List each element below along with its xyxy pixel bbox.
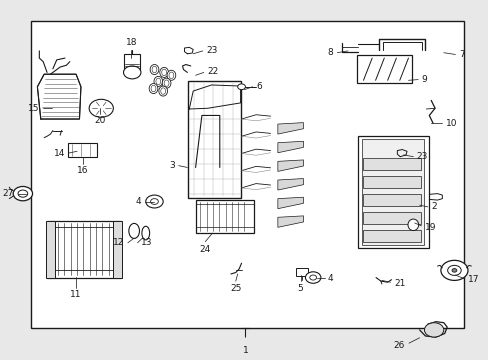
Bar (113, 221, 122, 278)
Circle shape (447, 265, 460, 275)
Bar (363, 230, 420, 242)
Text: 8: 8 (327, 48, 333, 57)
Text: 16: 16 (77, 166, 88, 175)
Text: 4: 4 (327, 274, 333, 283)
Text: 5: 5 (297, 284, 303, 293)
Circle shape (89, 99, 113, 117)
Text: 22: 22 (207, 67, 219, 76)
Text: 24: 24 (199, 244, 210, 253)
Text: 6: 6 (256, 82, 261, 91)
Ellipse shape (150, 64, 159, 75)
Text: 23: 23 (206, 46, 218, 55)
Text: 23: 23 (416, 152, 427, 161)
Circle shape (18, 190, 28, 197)
Ellipse shape (149, 84, 158, 94)
Text: 21: 21 (393, 279, 405, 288)
Text: 11: 11 (70, 291, 81, 300)
Bar (31, 21, 463, 328)
Bar (363, 176, 420, 188)
Polygon shape (277, 179, 303, 190)
Polygon shape (277, 160, 303, 171)
Circle shape (309, 275, 316, 280)
Text: 14: 14 (54, 149, 65, 158)
Ellipse shape (128, 224, 139, 238)
Text: 2: 2 (430, 202, 436, 211)
Ellipse shape (159, 86, 167, 96)
Bar (361, 139, 424, 244)
Ellipse shape (154, 76, 163, 86)
Text: 9: 9 (421, 75, 427, 84)
Polygon shape (277, 197, 303, 209)
Circle shape (451, 269, 456, 272)
Text: 19: 19 (425, 223, 436, 232)
Text: 10: 10 (445, 119, 456, 128)
Polygon shape (37, 74, 81, 119)
Bar (124, 54, 140, 69)
Bar (363, 158, 420, 170)
Ellipse shape (167, 70, 175, 80)
Text: 1: 1 (242, 346, 248, 355)
Text: 18: 18 (125, 38, 137, 47)
Text: 3: 3 (169, 161, 174, 170)
Polygon shape (277, 141, 303, 153)
Circle shape (305, 272, 320, 283)
Circle shape (150, 199, 158, 204)
Text: 26: 26 (393, 341, 404, 350)
Bar (356, 55, 411, 83)
Text: 4: 4 (135, 197, 141, 206)
Bar (363, 212, 420, 224)
Circle shape (424, 323, 443, 337)
Bar (47, 221, 121, 278)
Text: 7: 7 (458, 50, 464, 59)
Ellipse shape (160, 67, 168, 77)
Text: 27: 27 (3, 189, 14, 198)
Circle shape (237, 84, 245, 90)
Bar (68, 143, 97, 157)
Circle shape (123, 66, 141, 79)
Circle shape (440, 260, 467, 280)
Text: 25: 25 (229, 284, 241, 293)
Text: 12: 12 (113, 238, 124, 247)
Bar (46, 221, 55, 278)
Bar (295, 268, 307, 276)
Bar (188, 81, 240, 198)
Ellipse shape (142, 226, 149, 240)
Ellipse shape (407, 219, 418, 230)
Text: 15: 15 (28, 104, 39, 113)
Circle shape (13, 186, 33, 201)
Ellipse shape (162, 78, 171, 88)
Text: 13: 13 (141, 238, 152, 247)
Bar (357, 136, 428, 248)
Text: 17: 17 (467, 275, 479, 284)
Text: 20: 20 (94, 116, 106, 125)
Bar (363, 194, 420, 206)
Polygon shape (277, 123, 303, 134)
Bar (195, 200, 253, 233)
Circle shape (145, 195, 163, 208)
Polygon shape (277, 216, 303, 227)
